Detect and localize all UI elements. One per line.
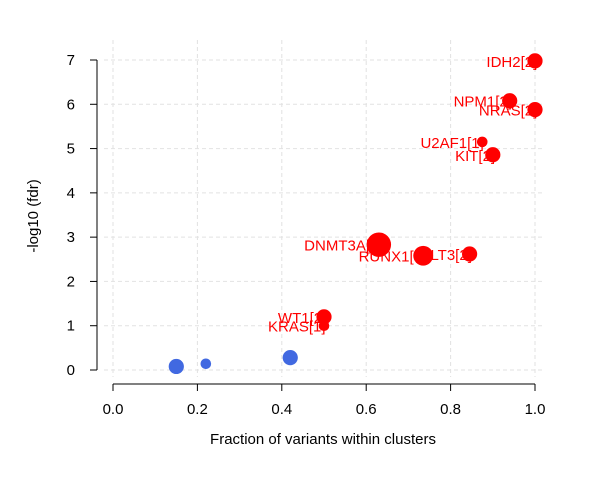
point-label: IDH2[2] xyxy=(486,54,537,71)
point-label: FLT3[2] xyxy=(421,247,472,264)
y-tick-label: 4 xyxy=(67,185,75,202)
point-runx13 xyxy=(413,245,434,266)
y-tick-label: 2 xyxy=(67,273,75,290)
point-label: RUNX1[3] xyxy=(359,249,427,266)
x-tick-label: 0.0 xyxy=(103,401,124,418)
y-tick-label: 0 xyxy=(67,362,75,379)
x-axis-title: Fraction of variants within clusters xyxy=(210,431,436,448)
point-kit2 xyxy=(485,147,501,163)
labels-layer: IDH2[2] NPM1[2]NRAS[2] U2AF1[1]KIT[2] DNMT3… xyxy=(268,54,537,336)
point-unlabeled xyxy=(168,358,184,375)
point-npm12 xyxy=(502,93,518,109)
point-label: DNMT3A[4] xyxy=(304,238,382,255)
points-layer xyxy=(168,53,543,375)
point-kras1 xyxy=(318,320,330,332)
grid-layer xyxy=(104,40,545,377)
point-unlabeled xyxy=(282,350,298,366)
x-tick-label: 0.4 xyxy=(271,401,292,418)
x-tick-label: 0.8 xyxy=(440,401,461,418)
axis-layer: 0.0 0.2 0.4 0.6 0.8 1.0 0 1 2 3 4 5 6 7 xyxy=(67,52,546,418)
point-dnmt3a4 xyxy=(366,232,392,257)
y-tick-label: 5 xyxy=(67,141,75,158)
y-tick-label: 1 xyxy=(67,318,75,335)
point-wt12 xyxy=(316,309,332,325)
point-label: KIT[2] xyxy=(455,148,495,165)
y-tick-label: 7 xyxy=(67,52,75,69)
y-axis-title: -log10 (fdr) xyxy=(25,179,42,252)
point-label: NPM1[2] xyxy=(454,94,512,111)
x-tick-label: 0.2 xyxy=(187,401,208,418)
point-label: KRAS[1] xyxy=(268,319,326,336)
x-tick-label: 0.6 xyxy=(356,401,377,418)
point-label: WT1[2] xyxy=(278,310,326,327)
point-idh22 xyxy=(527,53,543,69)
y-tick-label: 3 xyxy=(67,229,75,246)
point-unlabeled xyxy=(200,358,212,370)
point-label: NRAS[2] xyxy=(479,103,537,120)
x-tick-label: 1.0 xyxy=(525,401,546,418)
point-nras2 xyxy=(527,102,543,118)
point-flt32 xyxy=(461,246,478,262)
point-u2af11 xyxy=(476,136,488,148)
point-label: U2AF1[1] xyxy=(420,135,483,152)
y-tick-label: 6 xyxy=(67,96,75,113)
